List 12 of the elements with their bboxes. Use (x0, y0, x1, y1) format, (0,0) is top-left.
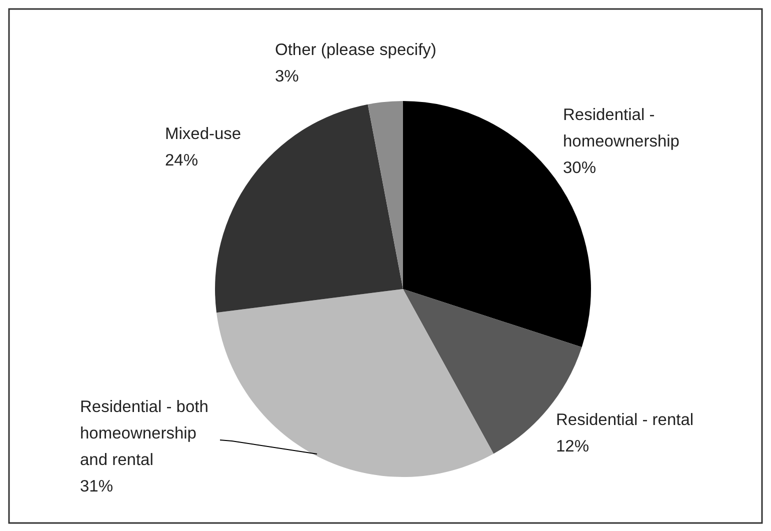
data-label: 24% (165, 152, 198, 170)
data-label: 12% (556, 438, 590, 456)
data-label: 30% (563, 159, 596, 177)
pie-slice (216, 289, 494, 477)
slice-label: Residential - both homeownership and rental (80, 398, 208, 469)
slice-label: Residential - homeownership (563, 106, 680, 150)
slice-label: Mixed-use (165, 125, 242, 143)
slice-label: Residential - rental (556, 411, 694, 429)
data-label: 3% (275, 68, 300, 86)
slice-label: Other (please specify) (275, 41, 436, 59)
pie-slice (368, 101, 403, 289)
data-label: 31% (80, 478, 114, 496)
